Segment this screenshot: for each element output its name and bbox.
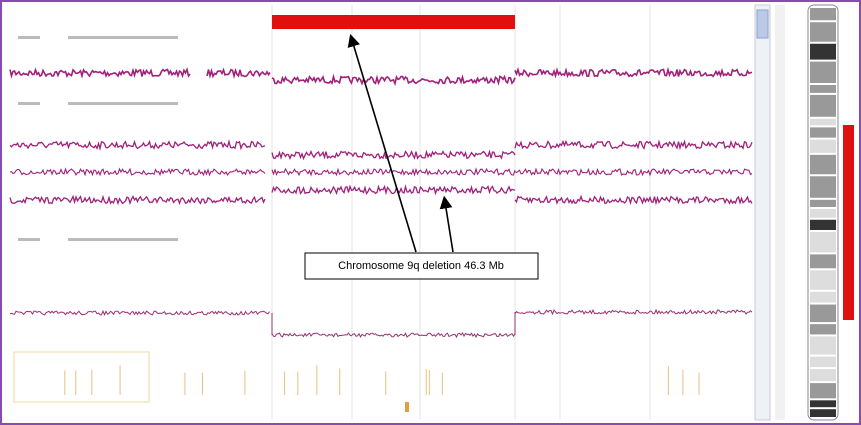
chromosome-ideogram [808, 5, 838, 420]
track-label [68, 36, 178, 39]
band [810, 119, 836, 126]
ideogram-marker [843, 125, 854, 320]
band [810, 200, 836, 207]
band [810, 400, 836, 407]
band [810, 220, 836, 230]
track-label [68, 238, 178, 241]
band [810, 22, 836, 42]
deletion-bar [272, 15, 515, 29]
band [810, 62, 836, 83]
band [810, 292, 836, 303]
band [810, 176, 836, 198]
band [810, 95, 836, 117]
band [810, 254, 836, 268]
band [810, 127, 836, 137]
band [810, 305, 836, 323]
band [810, 8, 836, 20]
band [810, 369, 836, 381]
band [810, 383, 836, 398]
annotation: Chromosome 9q deletion 46.3 Mb [338, 260, 504, 272]
band [810, 324, 836, 334]
band [810, 232, 836, 252]
band [810, 209, 836, 218]
band [810, 336, 836, 354]
scrollbar[interactable] [755, 5, 770, 420]
band [810, 357, 836, 367]
band [810, 155, 836, 174]
track-label [68, 102, 178, 105]
divider [775, 5, 785, 420]
band [810, 44, 836, 60]
band [810, 85, 836, 93]
scroll-thumb[interactable] [757, 10, 768, 38]
track-label [18, 102, 40, 105]
frame [1, 1, 860, 424]
marker [405, 402, 409, 412]
band [810, 270, 836, 290]
band [810, 409, 836, 417]
track-label [18, 238, 40, 241]
genome-browser: Chromosome 9q deletion 46.3 Mb [0, 0, 861, 425]
track-label [18, 36, 40, 39]
band [810, 140, 836, 153]
